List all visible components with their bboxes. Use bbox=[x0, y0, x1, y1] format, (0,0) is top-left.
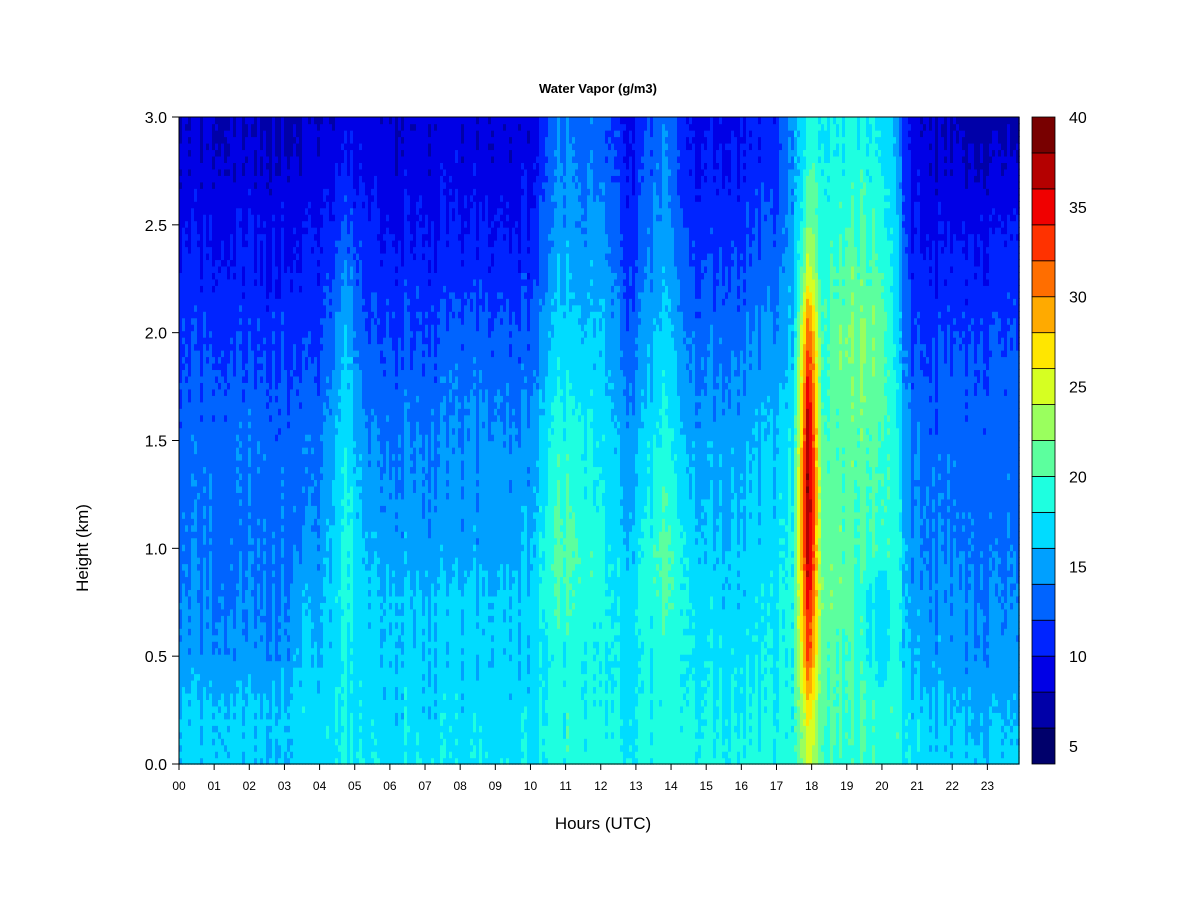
heatmap-area bbox=[179, 117, 1020, 765]
chart-title: Water Vapor (g/m3) bbox=[539, 81, 657, 96]
